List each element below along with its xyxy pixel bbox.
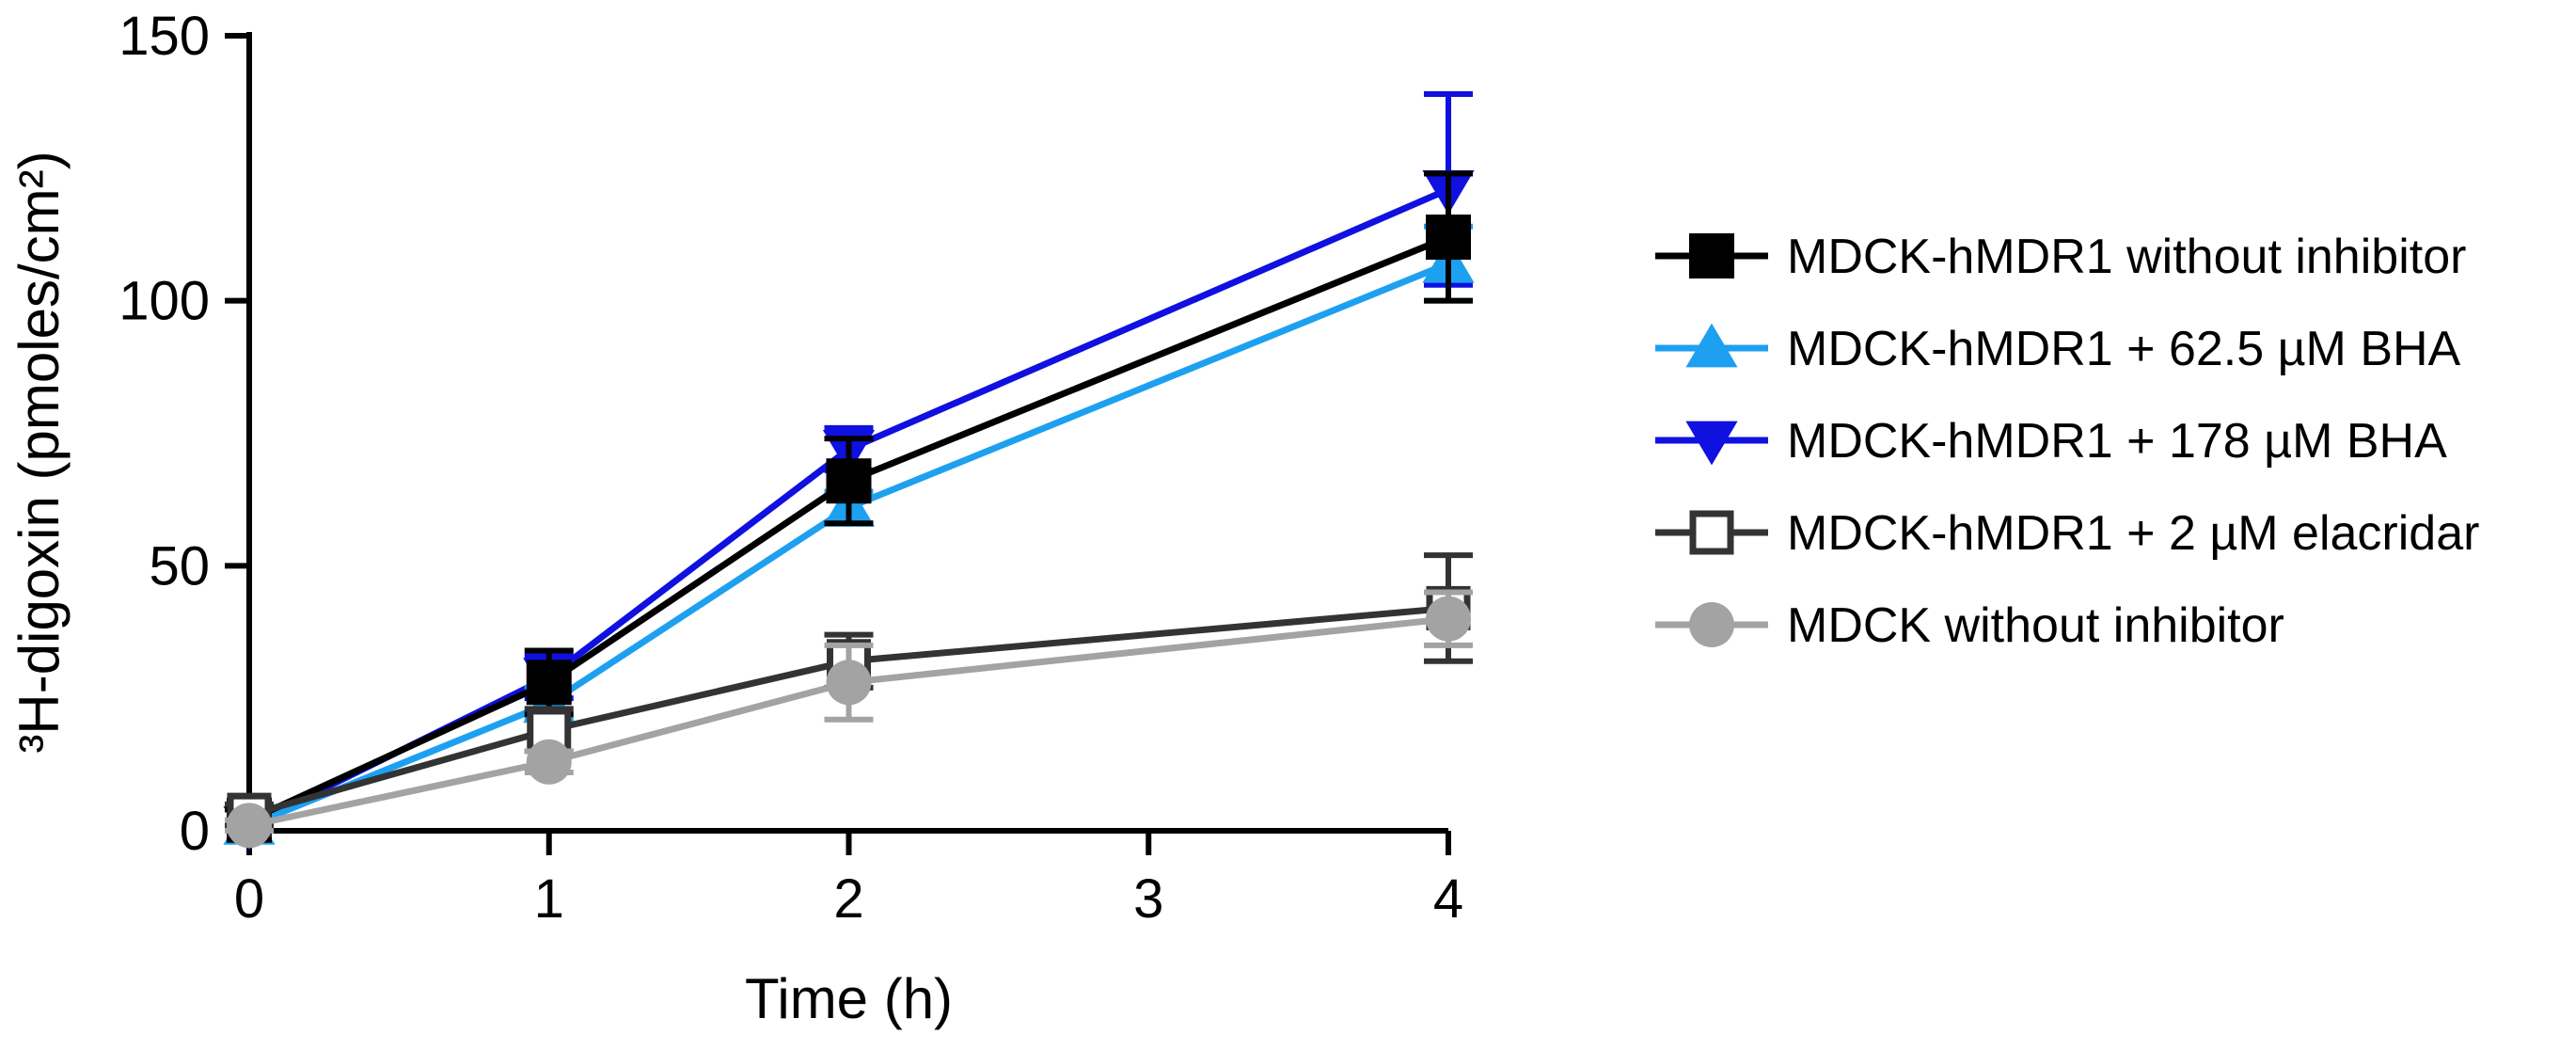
x-tick-label: 1 [534, 868, 564, 930]
legend-label: MDCK-hMDR1 + 178 µM BHA [1787, 414, 2447, 469]
x-tick-label: 2 [833, 868, 863, 930]
data-point [1426, 215, 1471, 261]
legend-item-mdck-hmdr1-without-inhibitor: MDCK-hMDR1 without inhibitor [1655, 230, 2466, 284]
y-tick-label: 50 [149, 535, 210, 597]
legend-label: MDCK-hMDR1 without inhibitor [1787, 230, 2466, 284]
legend-label: MDCK without inhibitor [1787, 598, 2284, 653]
data-point [526, 660, 572, 706]
data-point [826, 458, 872, 504]
x-tick-label: 3 [1133, 868, 1163, 930]
data-point [526, 739, 572, 785]
data-point [826, 660, 872, 706]
plot-series [223, 90, 1475, 851]
data-point [227, 803, 272, 849]
legend-marker [1689, 233, 1734, 278]
series-mdck-hmdr1-62-5-um-bha [223, 223, 1475, 845]
legend-marker [1685, 421, 1738, 466]
x-tick-label: 0 [234, 868, 264, 930]
legend-item-mdck-hmdr1-178-um-bha: MDCK-hMDR1 + 178 µM BHA [1655, 414, 2447, 469]
y-tick-label: 150 [119, 6, 210, 67]
legend: MDCK-hMDR1 without inhibitor MDCK-hMDR1 +… [1655, 230, 2479, 653]
legend-label: MDCK-hMDR1 + 2 µM elacridar [1787, 506, 2479, 561]
data-point [1426, 596, 1471, 642]
x-tick-label: 4 [1433, 868, 1463, 930]
legend-marker [1689, 510, 1734, 555]
legend-marker [1685, 323, 1738, 368]
series-line [247, 233, 1450, 823]
y-tick-label: 0 [180, 801, 210, 862]
legend-marker [1689, 602, 1734, 647]
legend-item-mdck-hmdr1-62-5-um-bha: MDCK-hMDR1 + 62.5 µM BHA [1655, 322, 2461, 376]
y-tick-label: 100 [119, 271, 210, 332]
legend-label: MDCK-hMDR1 + 62.5 µM BHA [1787, 322, 2461, 376]
series-line [248, 615, 1449, 829]
series-line [248, 604, 1449, 819]
x-ticks: 0 1 2 3 4 [234, 831, 1463, 930]
y-axis-title: ³H-digoxin (pmoles/cm²) [8, 151, 71, 753]
series-line [247, 260, 1450, 829]
legend-item-mdck-hmdr1-2-um-elacridar: MDCK-hMDR1 + 2 µM elacridar [1655, 506, 2479, 561]
legend-item-mdck-without-inhibitor: MDCK without inhibitor [1655, 598, 2284, 653]
series-mdck-without-inhibitor [225, 589, 1473, 849]
series-mdck-hmdr1-without-inhibitor [225, 170, 1473, 843]
x-axis-title: Time (h) [745, 967, 953, 1030]
y-ticks: 0 50 100 150 [119, 6, 249, 862]
